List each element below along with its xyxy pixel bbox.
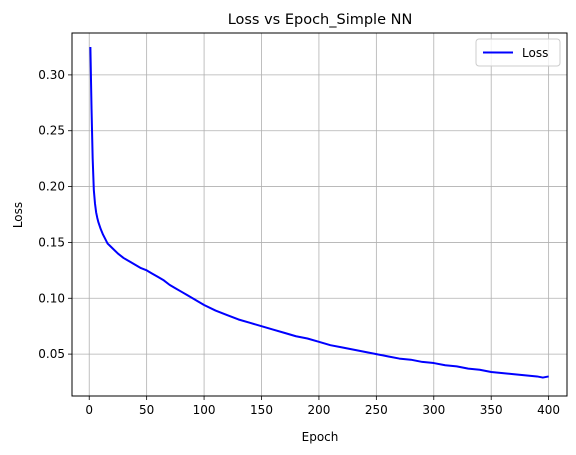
x-tick-label: 100 (193, 403, 216, 417)
y-tick-label: 0.20 (38, 180, 65, 194)
y-tick-label: 0.05 (38, 347, 65, 361)
x-tick-label: 250 (365, 403, 388, 417)
x-tick-label: 50 (139, 403, 154, 417)
y-tick-label: 0.10 (38, 291, 65, 305)
chart-title: Loss vs Epoch_Simple NN (228, 12, 413, 28)
plot-frame (71, 32, 568, 397)
series-line-loss (89, 46, 549, 379)
y-axis-title: Loss (11, 202, 25, 228)
legend-box (475, 38, 561, 67)
x-tick-label: 150 (250, 403, 273, 417)
y-tick-label: 0.25 (38, 124, 65, 138)
y-tick-label: 0.15 (38, 235, 65, 249)
x-tick-label: 300 (422, 403, 445, 417)
y-tick-label: 0.30 (38, 68, 65, 82)
x-axis-ticks: 0 50 100 150 200 250 300 350 400 (85, 396, 560, 417)
grid (72, 33, 567, 396)
x-axis-title: Epoch (302, 430, 339, 444)
legend: Loss (475, 38, 561, 67)
legend-label-loss: Loss (522, 46, 548, 60)
x-tick-label: 200 (307, 403, 330, 417)
x-tick-label: 0 (85, 403, 93, 417)
x-tick-label: 400 (537, 403, 560, 417)
series-layer (89, 46, 549, 379)
y-axis-ticks: 0.05 0.10 0.15 0.20 0.25 0.30 (38, 68, 72, 361)
x-tick-label: 350 (480, 403, 503, 417)
